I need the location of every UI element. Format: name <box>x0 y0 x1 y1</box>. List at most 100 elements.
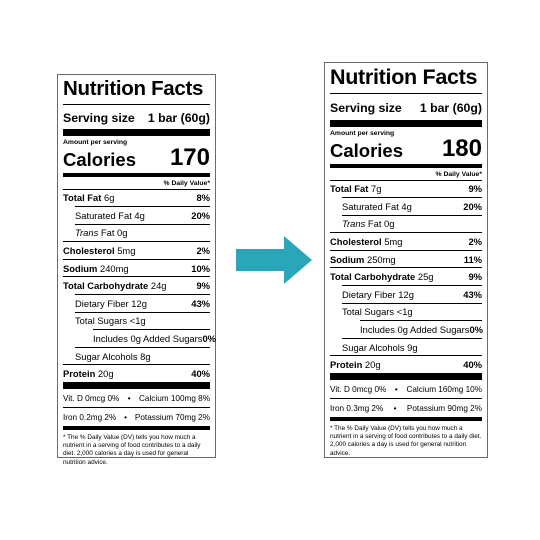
divider <box>330 398 482 400</box>
thick-divider <box>63 382 210 390</box>
divider <box>63 407 210 409</box>
nutrient-label: Total Carbohydrate <box>330 271 416 283</box>
sugar-alcohols-row: Sugar Alcohols 8g <box>75 346 210 365</box>
nutrient-amount: 240mg <box>99 262 129 274</box>
nutrient-dv: 20% <box>463 200 482 212</box>
thick-divider <box>63 128 210 136</box>
trans-fat-row: Trans Fat 0g <box>342 214 482 233</box>
serving-size-label: Serving size <box>63 110 135 125</box>
nutrient-amount: Fat 0g <box>365 218 395 230</box>
nutrition-label-after: Nutrition Facts Serving size 1 bar (60g)… <box>324 62 488 458</box>
amount-per-serving: Amount per serving <box>63 138 128 146</box>
vitamins-row-2: Iron 0.2mg 2% • Potassium 70mg 2% <box>63 408 210 426</box>
total-sugars-row: Total Sugars <1g <box>75 311 210 330</box>
nutrient-dv: 40% <box>191 368 210 380</box>
iron-value: Iron 0.2mg 2% <box>63 412 117 422</box>
serving-size-value: 1 bar (60g) <box>147 110 210 125</box>
nutrient-label: Trans <box>75 227 99 239</box>
nutrient-label: Cholesterol <box>63 245 115 257</box>
calories-value: 170 <box>169 143 210 171</box>
serving-size-label: Serving size <box>330 100 402 115</box>
daily-value-header: % Daily Value* <box>163 179 210 187</box>
nutrient-label: Total Sugars <1g <box>342 306 413 318</box>
nutrient-amount: 5mg <box>117 245 136 257</box>
nutrient-dv: 9% <box>196 280 210 292</box>
nutrient-label: Total Fat <box>330 183 369 195</box>
nutrient-label: Sugar Alcohols 8g <box>75 350 151 362</box>
total-sugars-row: Total Sugars <1g <box>342 302 482 321</box>
total-fat-row: Total Fat 6g 8% <box>63 188 210 207</box>
footnote: * The % Daily Value (DV) tells you how m… <box>63 434 201 466</box>
nutrition-label-before: Nutrition Facts Serving size 1 bar (60g)… <box>57 74 216 466</box>
nutrient-label: Total Fat <box>63 192 102 204</box>
nutrient-label: Protein <box>330 359 363 371</box>
total-fat-row: Total Fat 7g 9% <box>330 179 482 198</box>
bullet: • <box>394 384 398 394</box>
nutrient-label: Dietary Fiber 12g <box>75 297 147 309</box>
bullet: • <box>124 412 128 422</box>
bullet: • <box>127 393 131 403</box>
medium-divider <box>63 172 210 177</box>
nutrient-dv: 10% <box>191 262 210 274</box>
medium-divider <box>63 426 210 431</box>
protein-row: Protein 20g 40% <box>63 364 210 382</box>
nutrient-amount: 20g <box>364 359 381 371</box>
nutrient-label: Dietary Fiber 12g <box>342 288 414 300</box>
saturated-fat-row: Saturated Fat 4g 20% <box>342 197 482 215</box>
nutrient-dv: 40% <box>463 359 482 371</box>
nutrient-dv: 43% <box>191 297 210 309</box>
vitamins-row-2: Iron 0.3mg 2% • Potassium 90mg 2% <box>330 399 482 417</box>
calories-value: 180 <box>441 134 482 162</box>
calories-label: Calories <box>63 149 137 170</box>
nutrient-label: Includes 0g Added Sugars <box>360 324 470 336</box>
nutrient-label: Saturated Fat 4g <box>75 209 145 221</box>
nutrient-amount: 5mg <box>384 236 403 248</box>
amount-per-serving: Amount per serving <box>330 129 395 137</box>
total-carbohydrate-row: Total Carbohydrate 24g 9% <box>63 276 210 294</box>
calories-row: Calories 170 <box>63 143 210 171</box>
nutrient-label: Includes 0g Added Sugars <box>93 333 203 345</box>
vitamins-row-1: Vit. D 0mcg 0% • Calcium 160mg 10% <box>330 380 482 398</box>
potassium-value: Potassium 70mg 2% <box>134 412 210 422</box>
nutrient-amount: 25g <box>417 271 434 283</box>
sodium-row: Sodium 240mg 10% <box>63 258 210 277</box>
nutrient-dv: 0% <box>202 333 217 345</box>
vitamin-d-value: Vit. D 0mcg 0% <box>330 384 387 394</box>
nutrient-dv: 9% <box>468 183 482 195</box>
cholesterol-row: Cholesterol 5mg 2% <box>63 241 210 259</box>
serving-size-value: 1 bar (60g) <box>419 100 482 115</box>
nutrient-amount: 7g <box>370 183 382 195</box>
nutrient-label: Total Sugars <1g <box>75 315 146 327</box>
daily-value-header: % Daily Value* <box>435 170 482 178</box>
nutrient-amount: Fat 0g <box>98 227 128 239</box>
nutrient-dv: 9% <box>468 271 482 283</box>
calories-row: Calories 180 <box>330 134 482 162</box>
arrow-right-icon <box>236 236 312 284</box>
dietary-fiber-row: Dietary Fiber 12g 43% <box>75 294 210 312</box>
nutrient-label: Sugar Alcohols 9g <box>342 341 418 353</box>
medium-divider <box>330 163 482 168</box>
nutrient-dv: 0% <box>469 324 484 336</box>
potassium-value: Potassium 90mg 2% <box>406 403 482 413</box>
medium-divider <box>330 417 482 422</box>
added-sugars-row: Includes 0g Added Sugars 0% <box>93 329 216 347</box>
footnote: * The % Daily Value (DV) tells you how m… <box>330 425 482 457</box>
nutrient-label: Protein <box>63 368 96 380</box>
dietary-fiber-row: Dietary Fiber 12g 43% <box>342 285 482 303</box>
trans-fat-row: Trans Fat 0g <box>75 223 210 242</box>
thick-divider <box>330 119 482 127</box>
divider <box>330 92 482 94</box>
sodium-row: Sodium 250mg 11% <box>330 249 482 268</box>
protein-row: Protein 20g 40% <box>330 355 482 373</box>
calories-label: Calories <box>330 140 404 161</box>
nutrient-amount: 20g <box>97 368 114 380</box>
nutrient-amount: 6g <box>103 192 115 204</box>
nutrient-label: Sodium <box>63 262 98 274</box>
nutrient-dv: 11% <box>463 253 482 265</box>
nutrient-label: Trans <box>342 218 366 230</box>
nutrient-dv: 2% <box>196 245 210 257</box>
saturated-fat-row: Saturated Fat 4g 20% <box>75 206 210 224</box>
serving-size-row: Serving size 1 bar (60g) <box>63 111 210 125</box>
nutrition-facts-title: Nutrition Facts <box>63 77 204 100</box>
divider <box>63 103 210 105</box>
